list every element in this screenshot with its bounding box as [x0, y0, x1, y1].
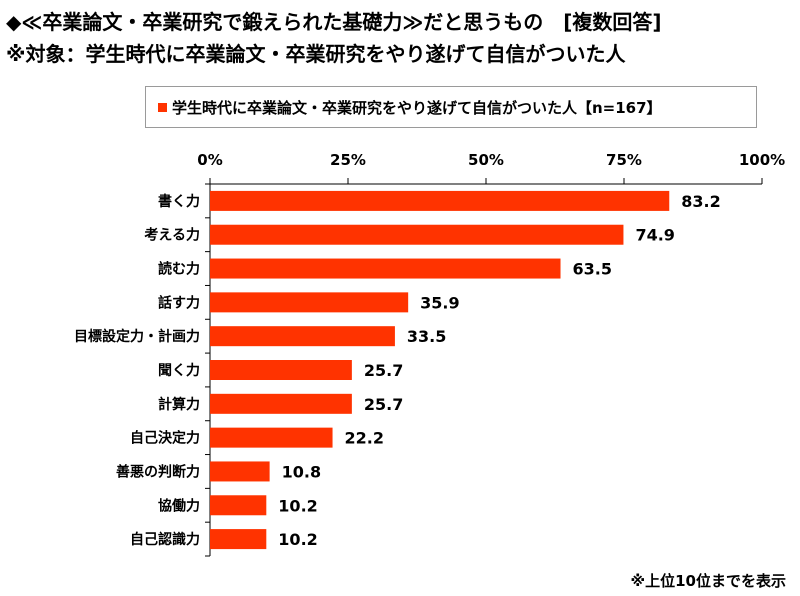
x-tick-label: 100% — [739, 151, 785, 169]
category-label: 計算力 — [158, 396, 200, 413]
value-label: 35.9 — [420, 293, 459, 312]
value-label: 25.7 — [364, 395, 403, 414]
bar — [210, 326, 395, 347]
category-label: 自己決定力 — [130, 430, 200, 447]
value-label: 74.9 — [635, 226, 674, 245]
x-tick-label: 75% — [606, 151, 642, 169]
chart-subtitle: ※対象：学生時代に卒業論文・卒業研究をやり遂げて自信がついた人 — [6, 42, 626, 66]
category-label: 話す力 — [158, 294, 200, 311]
bar — [210, 258, 561, 279]
bar — [210, 529, 267, 550]
bar — [210, 461, 270, 482]
bar — [210, 495, 267, 516]
legend-swatch — [158, 102, 167, 112]
x-tick-label: 50% — [468, 151, 504, 169]
category-label: 聞く力 — [158, 362, 200, 379]
value-label: 63.5 — [573, 260, 612, 279]
x-tick-label: 25% — [330, 151, 366, 169]
value-label: 83.2 — [681, 192, 720, 211]
category-label: 書く力 — [158, 193, 200, 210]
value-label: 10.2 — [278, 530, 317, 549]
category-label: 協働力 — [158, 497, 200, 514]
legend: 学生時代に卒業論文・卒業研究をやり遂げて自信がついた人【n=167】 — [145, 86, 757, 128]
bar — [210, 190, 670, 211]
footnote: ※上位10位までを表示 — [630, 572, 786, 590]
category-label: 自己認識力 — [130, 531, 200, 548]
category-label: 読む力 — [158, 261, 200, 278]
value-label: 33.5 — [407, 327, 446, 346]
value-label: 10.8 — [282, 462, 321, 481]
category-label: 考える力 — [144, 227, 200, 244]
chart-title: ◆≪卒業論文・卒業研究で鍛えられた基礎力≫だと思うもの [複数回答] — [6, 10, 662, 34]
value-label: 10.2 — [278, 496, 317, 515]
value-label: 22.2 — [345, 429, 384, 448]
bar — [210, 360, 352, 380]
category-label: 善悪の判断力 — [116, 463, 200, 480]
legend-label: 学生時代に卒業論文・卒業研究をやり遂げて自信がついた人【n=167】 — [172, 98, 662, 117]
bar — [210, 427, 333, 448]
x-tick-label: 0% — [197, 151, 222, 169]
bar — [210, 224, 624, 245]
bar — [210, 393, 352, 414]
category-label: 目標設定力・計画力 — [74, 328, 200, 345]
bar — [210, 292, 409, 313]
value-label: 25.7 — [364, 361, 403, 380]
